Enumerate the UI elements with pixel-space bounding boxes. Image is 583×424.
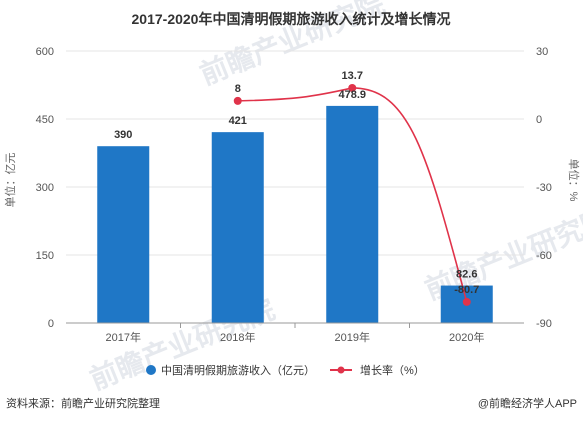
credit-text: @前瞻经济学人APP bbox=[478, 396, 577, 410]
left-tick-label: 150 bbox=[36, 250, 54, 262]
right-tick-label: -60 bbox=[536, 250, 552, 262]
growth-value-label: -80.7 bbox=[454, 284, 479, 296]
right-axis-title: 单位：% bbox=[567, 159, 581, 202]
legend-line-dot bbox=[337, 366, 345, 374]
growth-value-label: 13.7 bbox=[342, 70, 363, 82]
x-tick-label: 2018年 bbox=[220, 330, 255, 344]
right-tick-label: 30 bbox=[536, 46, 548, 58]
x-tick-label: 2017年 bbox=[106, 330, 141, 344]
growth-line bbox=[237, 87, 468, 303]
chart-title: 2017-2020年中国清明假期旅游收入统计及增长情况 bbox=[132, 11, 451, 27]
legend-bar-label: 中国清明假期旅游收入（亿元） bbox=[161, 363, 315, 377]
legend-line-label: 增长率（%） bbox=[360, 363, 425, 377]
legend-bar-marker bbox=[146, 365, 156, 375]
bar bbox=[211, 132, 264, 323]
bar-value-label: 478.9 bbox=[338, 89, 366, 101]
left-tick-label: 600 bbox=[36, 46, 54, 58]
growth-value-label: 8 bbox=[235, 83, 241, 95]
growth-point bbox=[233, 96, 242, 105]
growth-point bbox=[462, 297, 471, 306]
x-tick-label: 2020年 bbox=[449, 330, 484, 344]
right-tick-label: 0 bbox=[536, 114, 542, 126]
growth-point bbox=[348, 83, 357, 92]
bar-series bbox=[97, 105, 493, 323]
left-tick-label: 450 bbox=[36, 114, 54, 126]
bar-value-label: 390 bbox=[114, 129, 132, 141]
source-text: 资料来源：前瞻产业研究院整理 bbox=[6, 396, 160, 410]
right-tick-label: -30 bbox=[536, 182, 552, 194]
right-tick-label: -90 bbox=[536, 318, 552, 330]
left-axis-title: 单位：亿元 bbox=[3, 153, 17, 208]
bar-value-label: 82.6 bbox=[456, 269, 477, 281]
line-series bbox=[233, 83, 471, 306]
legend: 中国清明假期旅游收入（亿元） 增长率（%） bbox=[146, 363, 425, 377]
left-tick-label: 0 bbox=[48, 318, 54, 330]
left-y-axis: 0 150 300 450 600 bbox=[36, 46, 54, 330]
left-tick-label: 300 bbox=[36, 182, 54, 194]
bar bbox=[326, 105, 379, 323]
x-tick-label: 2019年 bbox=[335, 330, 370, 344]
data-labels: 390 421 478.9 82.6 8 13.7 -80.7 bbox=[114, 70, 479, 296]
bar bbox=[97, 146, 150, 323]
bar-value-label: 421 bbox=[229, 115, 247, 127]
x-axis: 2017年 2018年 2019年 2020年 bbox=[66, 322, 524, 344]
right-y-axis: -90 -60 -30 0 30 bbox=[536, 46, 552, 330]
